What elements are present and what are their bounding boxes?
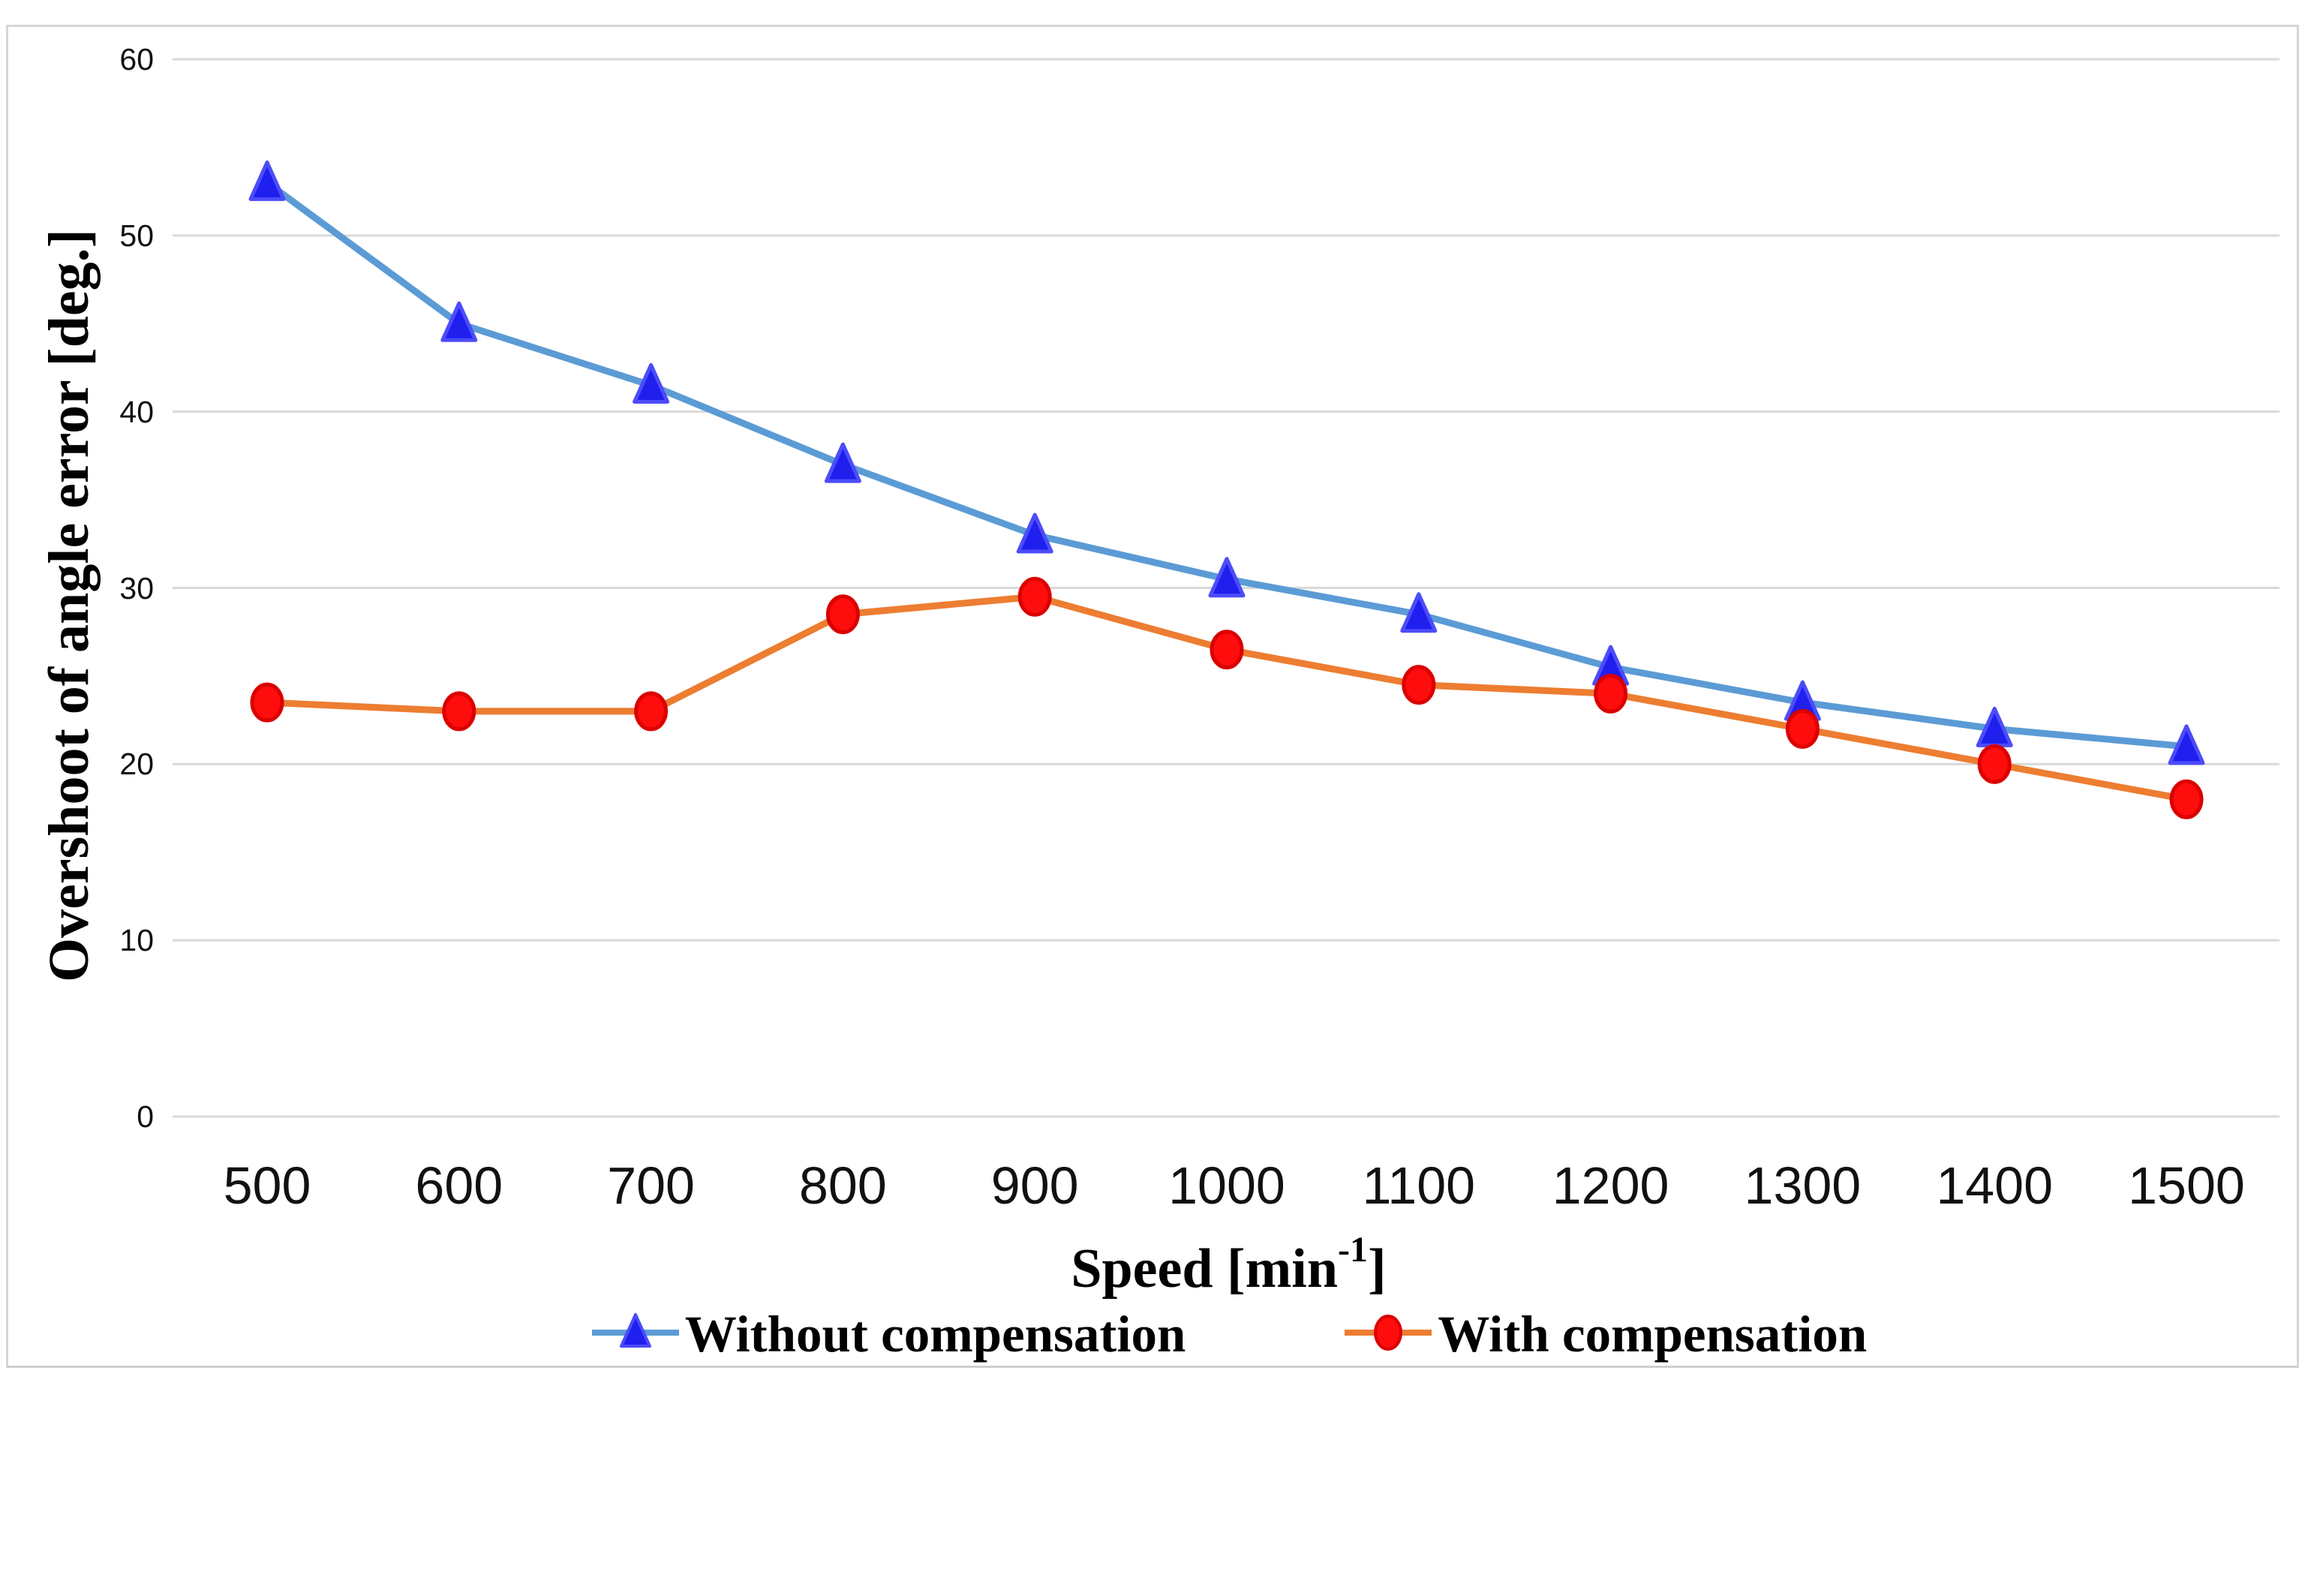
- data-point-circle: [825, 594, 860, 635]
- x-axis-title-superscript: -1: [1338, 1230, 1368, 1270]
- y-tick-label: 40: [119, 394, 154, 429]
- data-point-triangle: [824, 442, 861, 483]
- data-point-circle: [2169, 779, 2204, 819]
- x-axis-title-suffix: ]: [1367, 1238, 1387, 1300]
- data-point-triangle: [1208, 557, 1246, 598]
- legend-triangle: [619, 1313, 651, 1348]
- data-point-circle: [250, 682, 284, 723]
- data-point-circle: [1594, 673, 1628, 714]
- y-tick-label: 10: [119, 923, 154, 958]
- series-lines: [263, 179, 2190, 803]
- x-tick-label: 1000: [1168, 1156, 1285, 1215]
- data-point-circle: [1402, 665, 1436, 705]
- y-tick-label: 30: [119, 570, 154, 606]
- x-tick-label: 900: [990, 1156, 1079, 1215]
- data-point-circle: [1210, 630, 1244, 670]
- x-tick-label: 1100: [1362, 1156, 1476, 1215]
- x-axis-title: Speed [min-1]: [176, 1229, 2281, 1301]
- data-point-triangle: [2168, 724, 2205, 765]
- y-tick-label: 60: [119, 42, 154, 77]
- y-tick-label: 20: [119, 747, 154, 782]
- legend-marker-graphic: [591, 1313, 679, 1348]
- x-tick-label: 800: [798, 1156, 887, 1215]
- x-tick-label: 600: [415, 1156, 503, 1215]
- legend-circle: [1374, 1315, 1403, 1351]
- circle-marker-icon: [1343, 1304, 1433, 1365]
- data-point-circle: [1017, 576, 1052, 617]
- chart-canvas: [6, 25, 2299, 1368]
- data-point-triangle: [1016, 512, 1053, 554]
- x-tick-label: 1300: [1744, 1156, 1862, 1215]
- x-tick-label: 1500: [2128, 1156, 2245, 1215]
- series-line-circle: [263, 593, 2190, 803]
- y-tick-label: 50: [119, 218, 154, 253]
- x-axis-title-text: Speed [min: [1071, 1238, 1338, 1300]
- series-markers: [248, 160, 2205, 819]
- data-point-circle: [1977, 744, 2012, 784]
- data-point-circle: [1785, 708, 1820, 749]
- triangle-marker-icon: [591, 1304, 681, 1365]
- data-point-circle: [442, 691, 476, 732]
- x-tick-label: 1200: [1552, 1156, 1669, 1215]
- legend-label: Without compensation: [684, 1306, 1186, 1363]
- data-point-triangle: [248, 160, 286, 201]
- x-tick-label: 700: [607, 1156, 695, 1215]
- legend-label: With compensation: [1438, 1306, 1868, 1363]
- data-point-triangle: [440, 301, 478, 342]
- data-point-triangle: [633, 362, 670, 404]
- x-tick-label: 500: [223, 1156, 311, 1215]
- legend-item-without-compensation: Without compensation: [591, 1304, 1186, 1365]
- data-point-triangle: [1400, 592, 1438, 633]
- data-point-circle: [634, 691, 669, 732]
- gridlines: [173, 58, 2279, 1118]
- legend: Without compensation With compensation: [176, 1304, 2281, 1365]
- y-tick-label: 0: [137, 1099, 154, 1134]
- legend-item-with-compensation: With compensation: [1343, 1304, 1867, 1365]
- legend-marker-graphic: [1345, 1315, 1432, 1351]
- x-tick-label: 1400: [1936, 1156, 2054, 1215]
